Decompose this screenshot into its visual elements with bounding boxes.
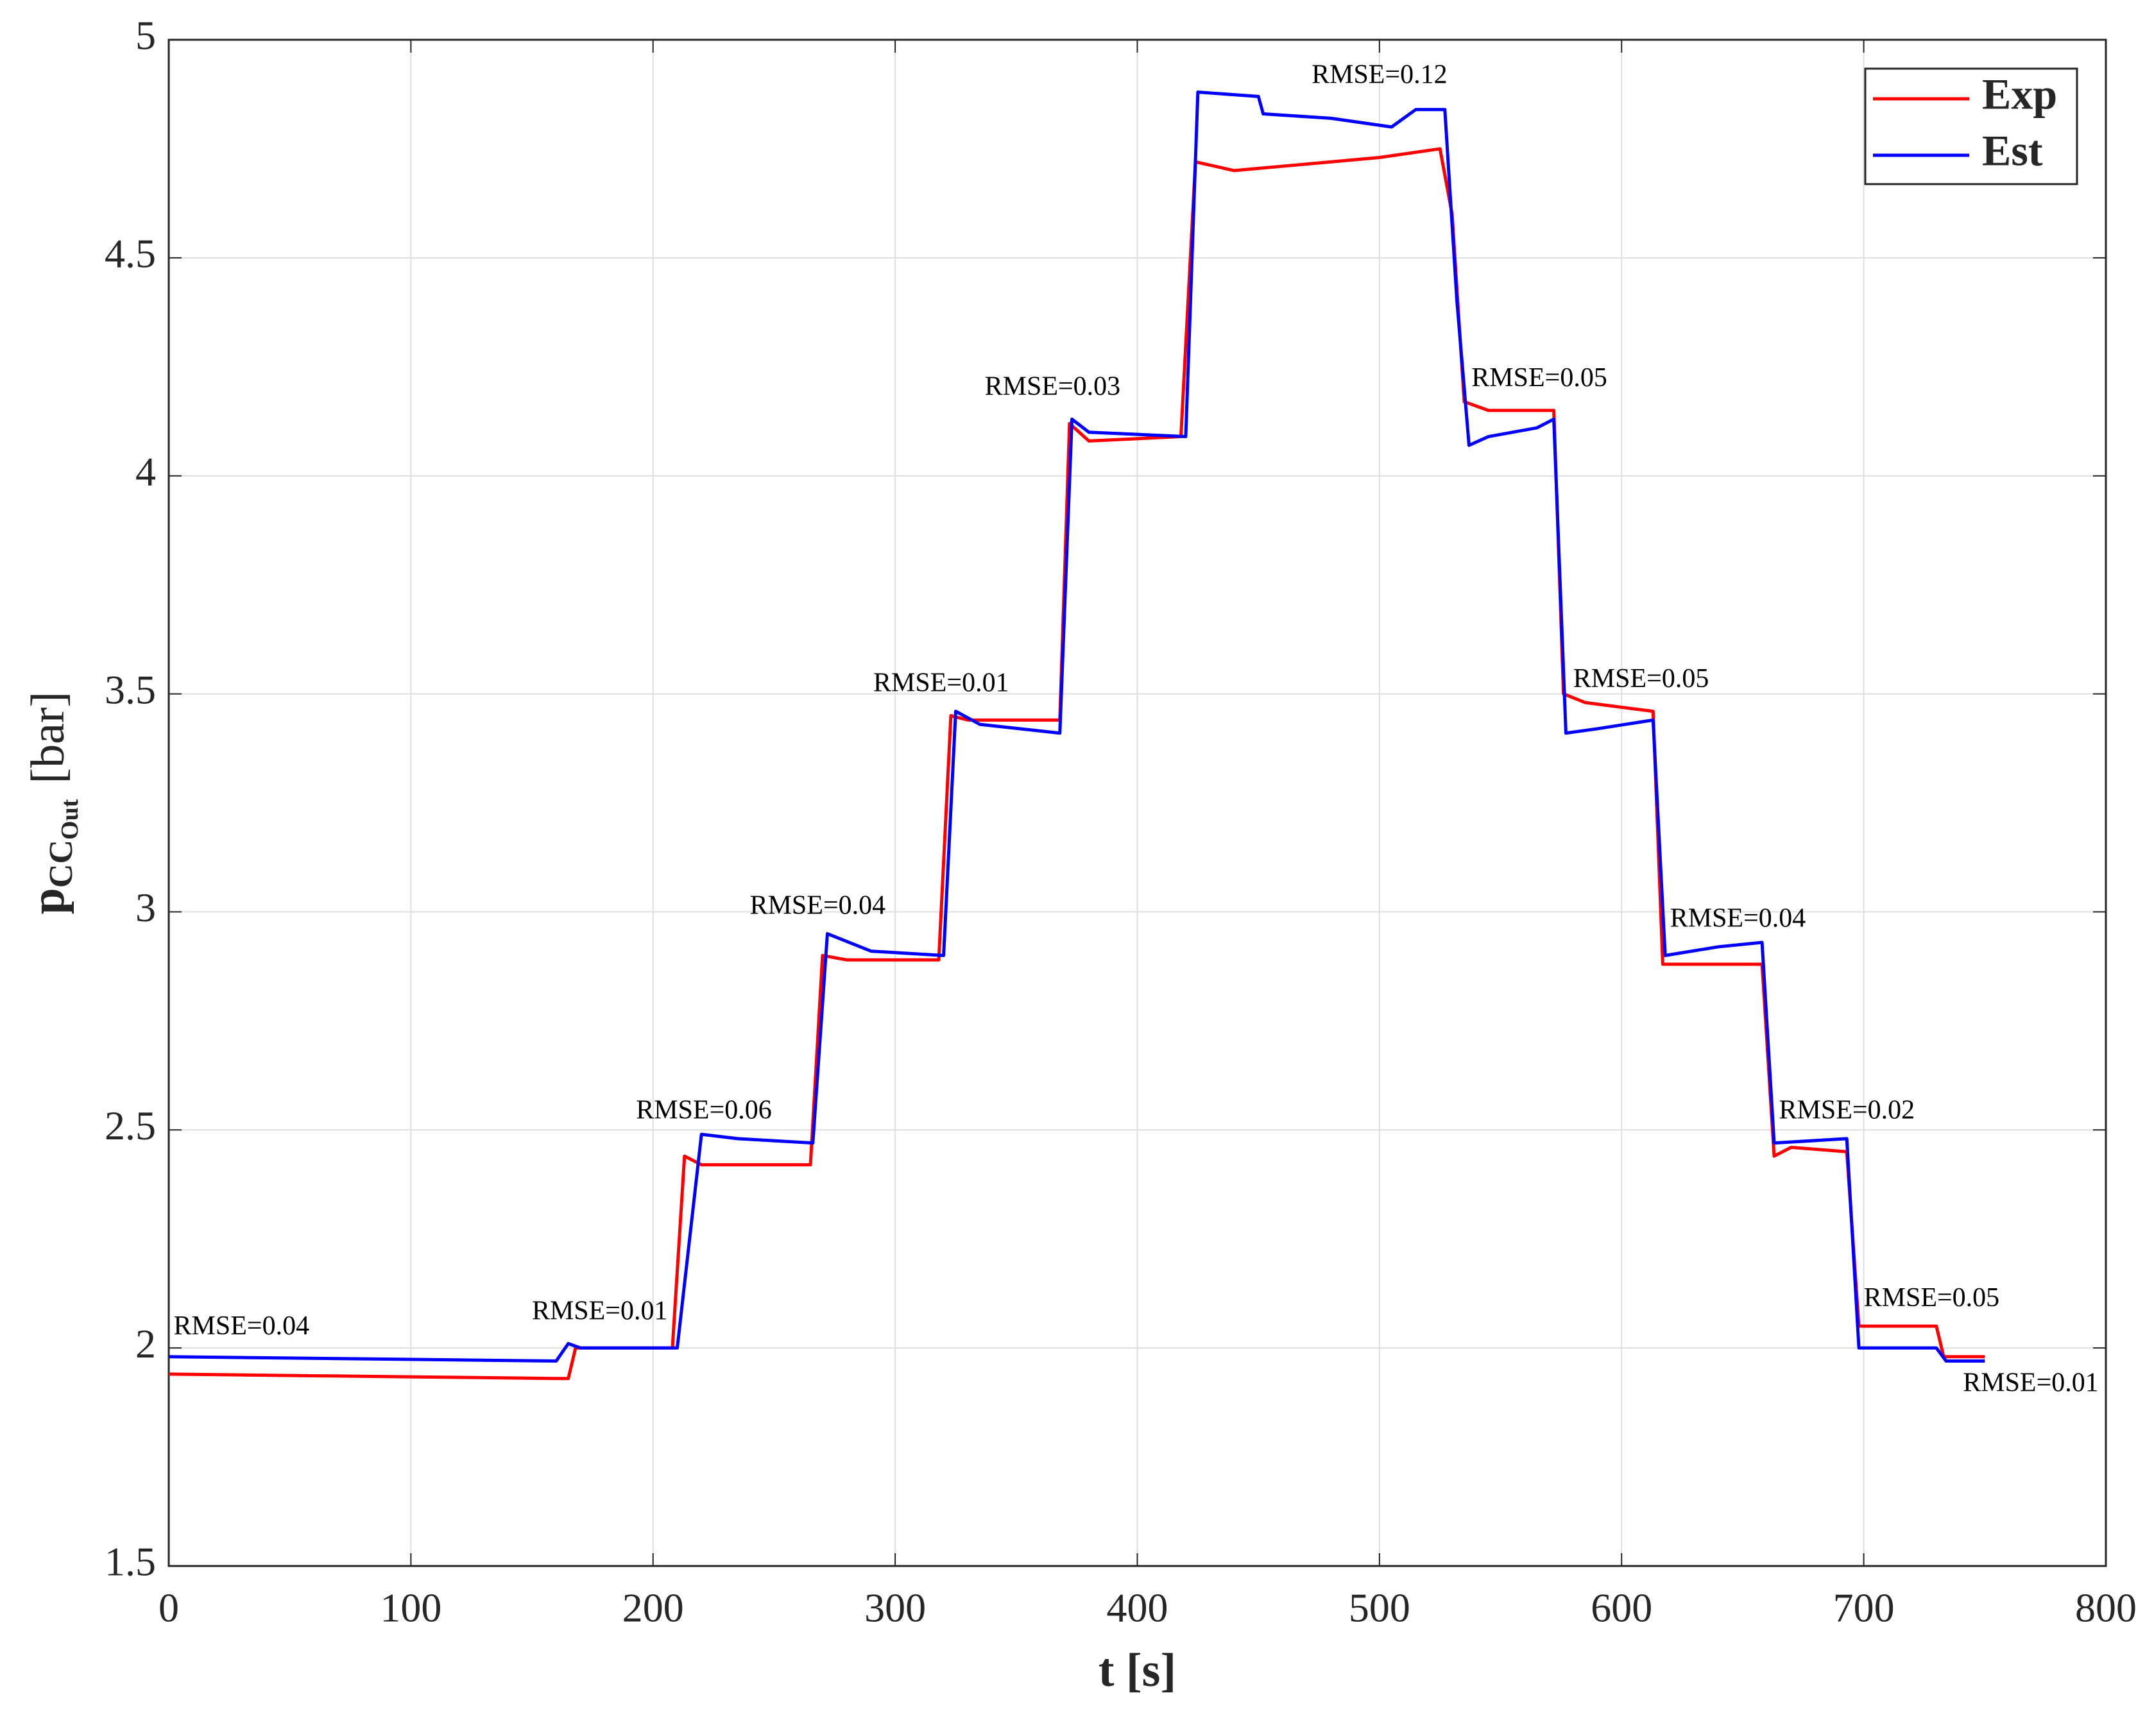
annotation: RMSE=0.02 xyxy=(1779,1096,1915,1125)
y-tick-label: 1.5 xyxy=(105,1539,156,1585)
annotation: RMSE=0.05 xyxy=(1864,1283,2000,1313)
annotation: RMSE=0.04 xyxy=(750,890,886,920)
x-tick-label: 0 xyxy=(158,1585,179,1631)
x-tick-label: 300 xyxy=(864,1585,926,1631)
y-tick-label: 2.5 xyxy=(105,1103,156,1148)
y-axis-label-part: [bar] xyxy=(22,692,74,784)
x-axis-label: t [s] xyxy=(1098,1644,1176,1697)
x-tick-label: 400 xyxy=(1107,1585,1168,1631)
y-tick-label: 4.5 xyxy=(105,231,156,277)
x-tick-label: 200 xyxy=(622,1585,684,1631)
annotation: RMSE=0.12 xyxy=(1312,60,1448,89)
legend-label: Exp xyxy=(1982,70,2057,119)
y-tick-label: 3 xyxy=(135,885,156,930)
annotation: RMSE=0.06 xyxy=(636,1096,772,1125)
y-tick-label: 2 xyxy=(135,1321,156,1366)
plot-frame xyxy=(167,38,2107,1567)
y-tick-label: 3.5 xyxy=(105,667,156,712)
y-tick-label: 4 xyxy=(135,448,156,494)
annotation: RMSE=0.04 xyxy=(1670,904,1806,933)
legend-box xyxy=(1864,67,2078,185)
y-tick-label: 5 xyxy=(135,13,156,58)
annotation: RMSE=0.01 xyxy=(1963,1368,2099,1398)
y-axis-label-part: CC xyxy=(43,840,80,888)
annotation: RMSE=0.01 xyxy=(873,668,1009,698)
annotation: RMSE=0.01 xyxy=(532,1296,668,1325)
y-axis-label-part: p xyxy=(22,888,74,914)
x-tick-label: 600 xyxy=(1591,1585,1652,1631)
x-tick-label: 500 xyxy=(1349,1585,1410,1631)
y-axis-label-part: Out xyxy=(56,799,83,840)
x-tick-label: 800 xyxy=(2075,1585,2137,1631)
legend-label: Est xyxy=(1982,126,2043,175)
annotation: RMSE=0.04 xyxy=(174,1311,310,1341)
x-tick-label: 700 xyxy=(1833,1585,1895,1631)
x-tick-label: 100 xyxy=(380,1585,441,1631)
annotation: RMSE=0.05 xyxy=(1471,363,1607,393)
annotation: RMSE=0.03 xyxy=(985,371,1121,401)
annotation: RMSE=0.05 xyxy=(1573,664,1709,694)
data-line xyxy=(168,90,1985,1363)
y-axis-label: pCCOut [bar] xyxy=(22,692,83,914)
